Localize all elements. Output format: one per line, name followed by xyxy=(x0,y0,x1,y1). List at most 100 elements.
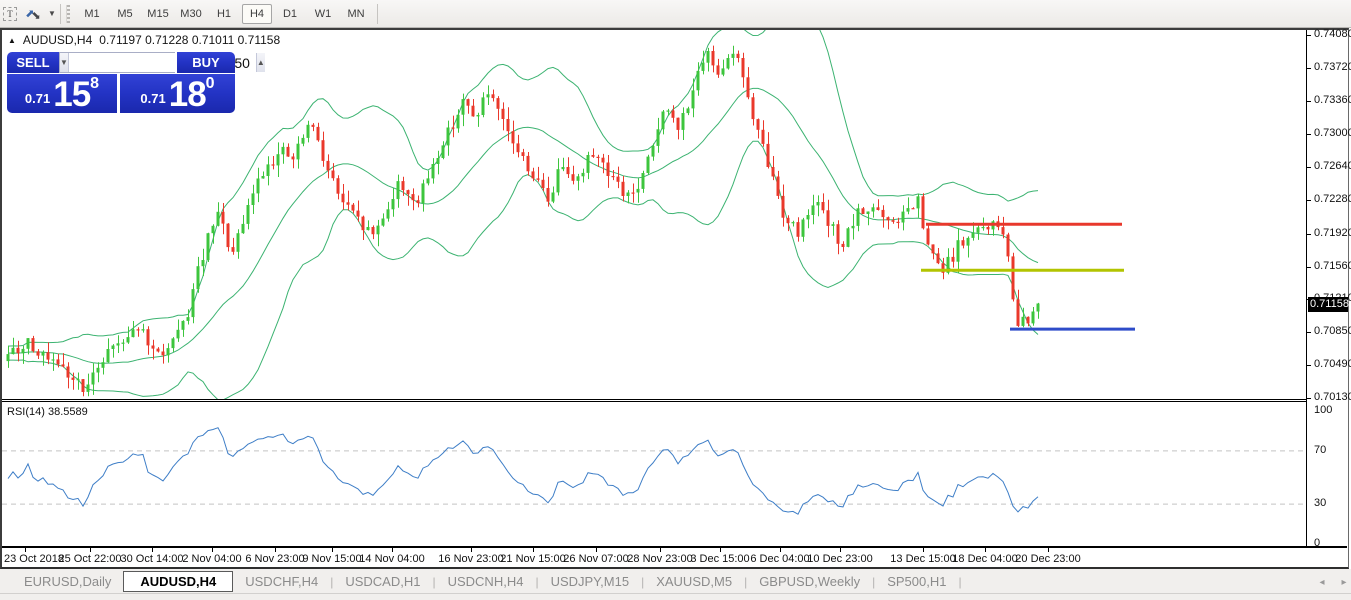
time-axis-label: 25 Oct 22:00 xyxy=(58,553,122,565)
timeframe-button-w1[interactable]: W1 xyxy=(308,4,338,24)
timeframe-button-m30[interactable]: M30 xyxy=(176,4,206,24)
chart-tabs: EURUSD,Daily AUDUSD,H4 USDCHF,H4 | USDCAD,H1… xyxy=(12,571,962,592)
price-axis-label: 0.73720 xyxy=(1314,61,1351,73)
timeframe-button-mn[interactable]: MN xyxy=(341,4,371,24)
time-axis-label: 14 Nov 04:00 xyxy=(359,553,425,565)
text-tool-icon: T xyxy=(3,6,17,21)
time-axis-label: 18 Dec 04:00 xyxy=(952,553,1018,565)
price-axis-label: 0.71560 xyxy=(1314,260,1351,272)
time-tick xyxy=(392,548,393,552)
toolbar-separator-right xyxy=(377,3,378,24)
time-tick xyxy=(25,548,26,552)
price-axis-label: 0.71920 xyxy=(1314,227,1351,239)
rsi-bottom-border xyxy=(2,546,1347,548)
tabs-scroll-left-button[interactable]: ◂ xyxy=(1314,575,1330,589)
price-tick xyxy=(1306,234,1311,235)
volume-increase-button[interactable]: ▲ xyxy=(255,53,265,72)
sell-button[interactable]: SELL xyxy=(7,52,59,73)
buy-price-superscript: 0 xyxy=(205,75,215,92)
collapse-panel-icon[interactable]: ▲ xyxy=(8,35,16,45)
price-tick xyxy=(1306,35,1311,36)
price-tick xyxy=(1306,68,1311,69)
current-price-tag: 0.71158 xyxy=(1308,297,1349,312)
tab-separator: | xyxy=(641,574,645,589)
price-axis[interactable]: 0.74080 0.73720 0.73360 0.73000 0.72640 0.722… xyxy=(1306,28,1351,549)
time-axis-label: 13 Dec 15:00 xyxy=(890,553,956,565)
price-tick xyxy=(1306,398,1311,399)
price-tick xyxy=(1306,200,1311,201)
tab-separator: | xyxy=(535,574,539,589)
tab-xauusd-m5[interactable]: XAUUSD,M5 xyxy=(656,574,733,589)
tab-audusd-h4[interactable]: AUDUSD,H4 xyxy=(123,571,234,592)
price-tick xyxy=(1306,365,1311,366)
timeframe-button-m15[interactable]: M15 xyxy=(143,4,173,24)
time-tick xyxy=(780,548,781,552)
tab-usdjpy-m15[interactable]: USDJPY,M15 xyxy=(550,574,630,589)
tab-sp500-h1[interactable]: SP500,H1 xyxy=(887,574,947,589)
buy-price-button[interactable]: 0.71 18 0 xyxy=(120,74,235,113)
toolbar-separator xyxy=(60,3,61,24)
time-axis-label: 9 Nov 15:00 xyxy=(302,553,362,565)
tab-separator: | xyxy=(958,574,962,589)
tab-usdcad-h1[interactable]: USDCAD,H1 xyxy=(345,574,421,589)
time-axis-label: 28 Nov 23:00 xyxy=(627,553,693,565)
tab-eurusd-daily[interactable]: EURUSD,Daily xyxy=(24,574,112,589)
price-tick xyxy=(1306,134,1311,135)
top-toolbar: T ⬈ ⬊ ▼ M1 M5 M15 M30 H1 H4 D1 W1 MN xyxy=(0,0,1351,28)
time-tick xyxy=(923,548,924,552)
toolbar-drag-grip[interactable] xyxy=(66,4,70,23)
rsi-plot[interactable] xyxy=(2,402,1306,546)
volume-decrease-button[interactable]: ▼ xyxy=(60,53,69,72)
time-tick xyxy=(471,548,472,552)
sell-price-superscript: 8 xyxy=(90,75,100,92)
tab-usdcnh-h4[interactable]: USDCNH,H4 xyxy=(447,574,524,589)
down-arrow-icon: ▼ xyxy=(60,57,68,67)
time-axis-label: 6 Dec 04:00 xyxy=(750,553,810,565)
tab-separator: | xyxy=(432,574,436,589)
time-axis[interactable]: 23 Oct 2018 25 Oct 22:00 30 Oct 14:00 2 Nov… xyxy=(2,548,1347,567)
tab-usdchf-h4[interactable]: USDCHF,H4 xyxy=(245,574,319,589)
time-tick xyxy=(275,548,276,552)
sell-price-button[interactable]: 0.71 15 8 xyxy=(7,74,117,113)
timeframe-button-m5[interactable]: M5 xyxy=(110,4,140,24)
price-axis-label: 0.72280 xyxy=(1314,193,1351,205)
price-axis-label: 0.72640 xyxy=(1314,160,1351,172)
time-axis-label: 26 Nov 07:00 xyxy=(563,553,629,565)
tab-gbpusd-weekly[interactable]: GBPUSD,Weekly xyxy=(759,574,861,589)
tabs-scroll-right-button[interactable]: ▸ xyxy=(1336,575,1351,589)
time-tick xyxy=(596,548,597,552)
rsi-axis-label: 0 xyxy=(1314,537,1321,549)
rsi-axis-label: 100 xyxy=(1314,404,1333,416)
timeframe-button-h4[interactable]: H4 xyxy=(242,3,272,24)
up-arrow-icon: ▲ xyxy=(256,57,265,67)
toolbar-dropdown-caret[interactable]: ▼ xyxy=(46,4,58,24)
price-chart-plot[interactable] xyxy=(2,30,1306,401)
price-tick xyxy=(1306,267,1311,268)
time-tick xyxy=(840,548,841,552)
time-tick xyxy=(985,548,986,552)
text-label-tool-button[interactable]: T xyxy=(0,4,20,24)
tab-separator: | xyxy=(330,574,334,589)
chart-arrows-button[interactable]: ⬈ ⬊ xyxy=(20,4,46,24)
chart-tab-bar: EURUSD,Daily AUDUSD,H4 USDCHF,H4 | USDCAD,H1… xyxy=(0,569,1351,600)
arrow-up-right-icon: ⬈ xyxy=(25,8,35,20)
chart-ohlc-values: 0.71197 0.71228 0.71011 0.71158 xyxy=(99,33,281,47)
trade-controls-row: SELL ▼ ▲ BUY xyxy=(7,52,265,73)
price-tick xyxy=(1306,167,1311,168)
price-tick xyxy=(1306,332,1311,333)
timeframe-button-d1[interactable]: D1 xyxy=(275,4,305,24)
time-tick xyxy=(332,548,333,552)
time-tick xyxy=(533,548,534,552)
timeframe-toolbar: M1 M5 M15 M30 H1 H4 D1 W1 MN xyxy=(77,3,371,24)
chart-window: ▲ AUDUSD,H4 0.71197 0.71228 0.71011 0.71… xyxy=(0,28,1351,569)
price-axis-label: 0.70130 xyxy=(1314,391,1351,403)
timeframe-button-h1[interactable]: H1 xyxy=(209,4,239,24)
main-rsi-separator[interactable] xyxy=(2,399,1347,402)
tab-separator: | xyxy=(744,574,748,589)
timeframe-button-m1[interactable]: M1 xyxy=(77,4,107,24)
price-axis-label: 0.74080 xyxy=(1314,28,1351,40)
buy-button[interactable]: BUY xyxy=(177,52,235,73)
time-tick xyxy=(720,548,721,552)
time-axis-label: 16 Nov 23:00 xyxy=(438,553,504,565)
tab-separator: | xyxy=(872,574,876,589)
